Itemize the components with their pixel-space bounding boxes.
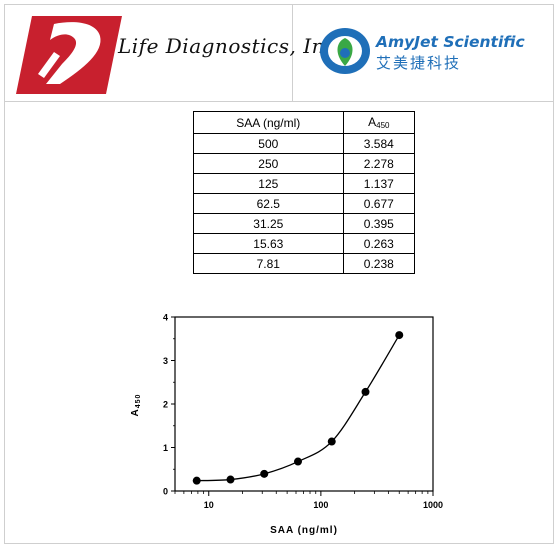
data-point bbox=[260, 469, 269, 478]
data-point bbox=[226, 475, 235, 484]
data-point bbox=[361, 387, 370, 396]
table-row: 125 1.137 bbox=[193, 173, 416, 194]
cell-a450: 1.137 bbox=[342, 173, 416, 194]
cell-saa: 7.81 bbox=[193, 253, 344, 274]
cell-a450: 0.263 bbox=[342, 233, 416, 254]
cell-a450: 2.278 bbox=[342, 153, 416, 174]
amyjet-wordmark-cn: 艾美捷科技 bbox=[376, 54, 462, 72]
cell-a450: 0.677 bbox=[342, 193, 416, 214]
table-row: 250 2.278 bbox=[193, 153, 416, 174]
table-row: 7.81 0.238 bbox=[193, 253, 416, 274]
ld-white-mark bbox=[46, 22, 101, 84]
header-saa: SAA (ng/ml) bbox=[193, 111, 344, 134]
content-frame bbox=[4, 4, 554, 544]
amyjet-wordmark: AmyJet Scientific bbox=[376, 33, 525, 51]
x-axis-label: SAA (ng/ml) bbox=[270, 525, 338, 536]
y-tick-label: 0 bbox=[163, 487, 168, 497]
cell-saa: 31.25 bbox=[193, 213, 344, 234]
table-header-row: SAA (ng/ml) A450 bbox=[193, 111, 416, 134]
data-point bbox=[192, 476, 201, 485]
x-tick-label: 100 bbox=[313, 500, 328, 510]
amyjet-logo-icon bbox=[320, 28, 370, 74]
table-row: 31.25 0.395 bbox=[193, 213, 416, 234]
y-tick-label: 1 bbox=[163, 443, 168, 453]
data-point bbox=[327, 437, 336, 446]
standard-curve-chart: 0 1 2 3 4 10 100 1000 SAA (ng/ml) A450 bbox=[130, 313, 443, 537]
cell-a450: 0.395 bbox=[342, 213, 416, 234]
table-row: 15.63 0.263 bbox=[193, 233, 416, 254]
cell-saa: 250 bbox=[193, 153, 344, 174]
data-point bbox=[293, 457, 302, 466]
x-tick-label: 10 bbox=[204, 500, 214, 510]
cell-saa: 62.5 bbox=[193, 193, 344, 214]
y-tick-label: 4 bbox=[163, 313, 168, 323]
data-point bbox=[395, 331, 404, 340]
cell-saa: 500 bbox=[193, 133, 344, 154]
table-row: 500 3.584 bbox=[193, 133, 416, 154]
cell-saa: 125 bbox=[193, 173, 344, 194]
y-axis-label: A450 bbox=[130, 394, 142, 417]
cell-a450: 3.584 bbox=[342, 133, 416, 154]
y-tick-label: 3 bbox=[163, 356, 168, 366]
saa-data-table: SAA (ng/ml) A450 500 3.584 250 2.278 125 1.… bbox=[193, 111, 416, 274]
x-tick-label: 1000 bbox=[423, 500, 443, 510]
life-diagnostics-logo bbox=[16, 16, 122, 94]
cell-a450: 0.238 bbox=[342, 253, 416, 274]
table-row: 62.5 0.677 bbox=[193, 193, 416, 214]
cell-saa: 15.63 bbox=[193, 233, 344, 254]
life-diagnostics-wordmark: Life Diagnostics, Inc. bbox=[118, 34, 344, 58]
logo-header bbox=[4, 4, 554, 102]
y-tick-label: 2 bbox=[163, 400, 168, 410]
header-a450: A450 bbox=[342, 111, 416, 134]
logo-divider bbox=[292, 4, 293, 102]
